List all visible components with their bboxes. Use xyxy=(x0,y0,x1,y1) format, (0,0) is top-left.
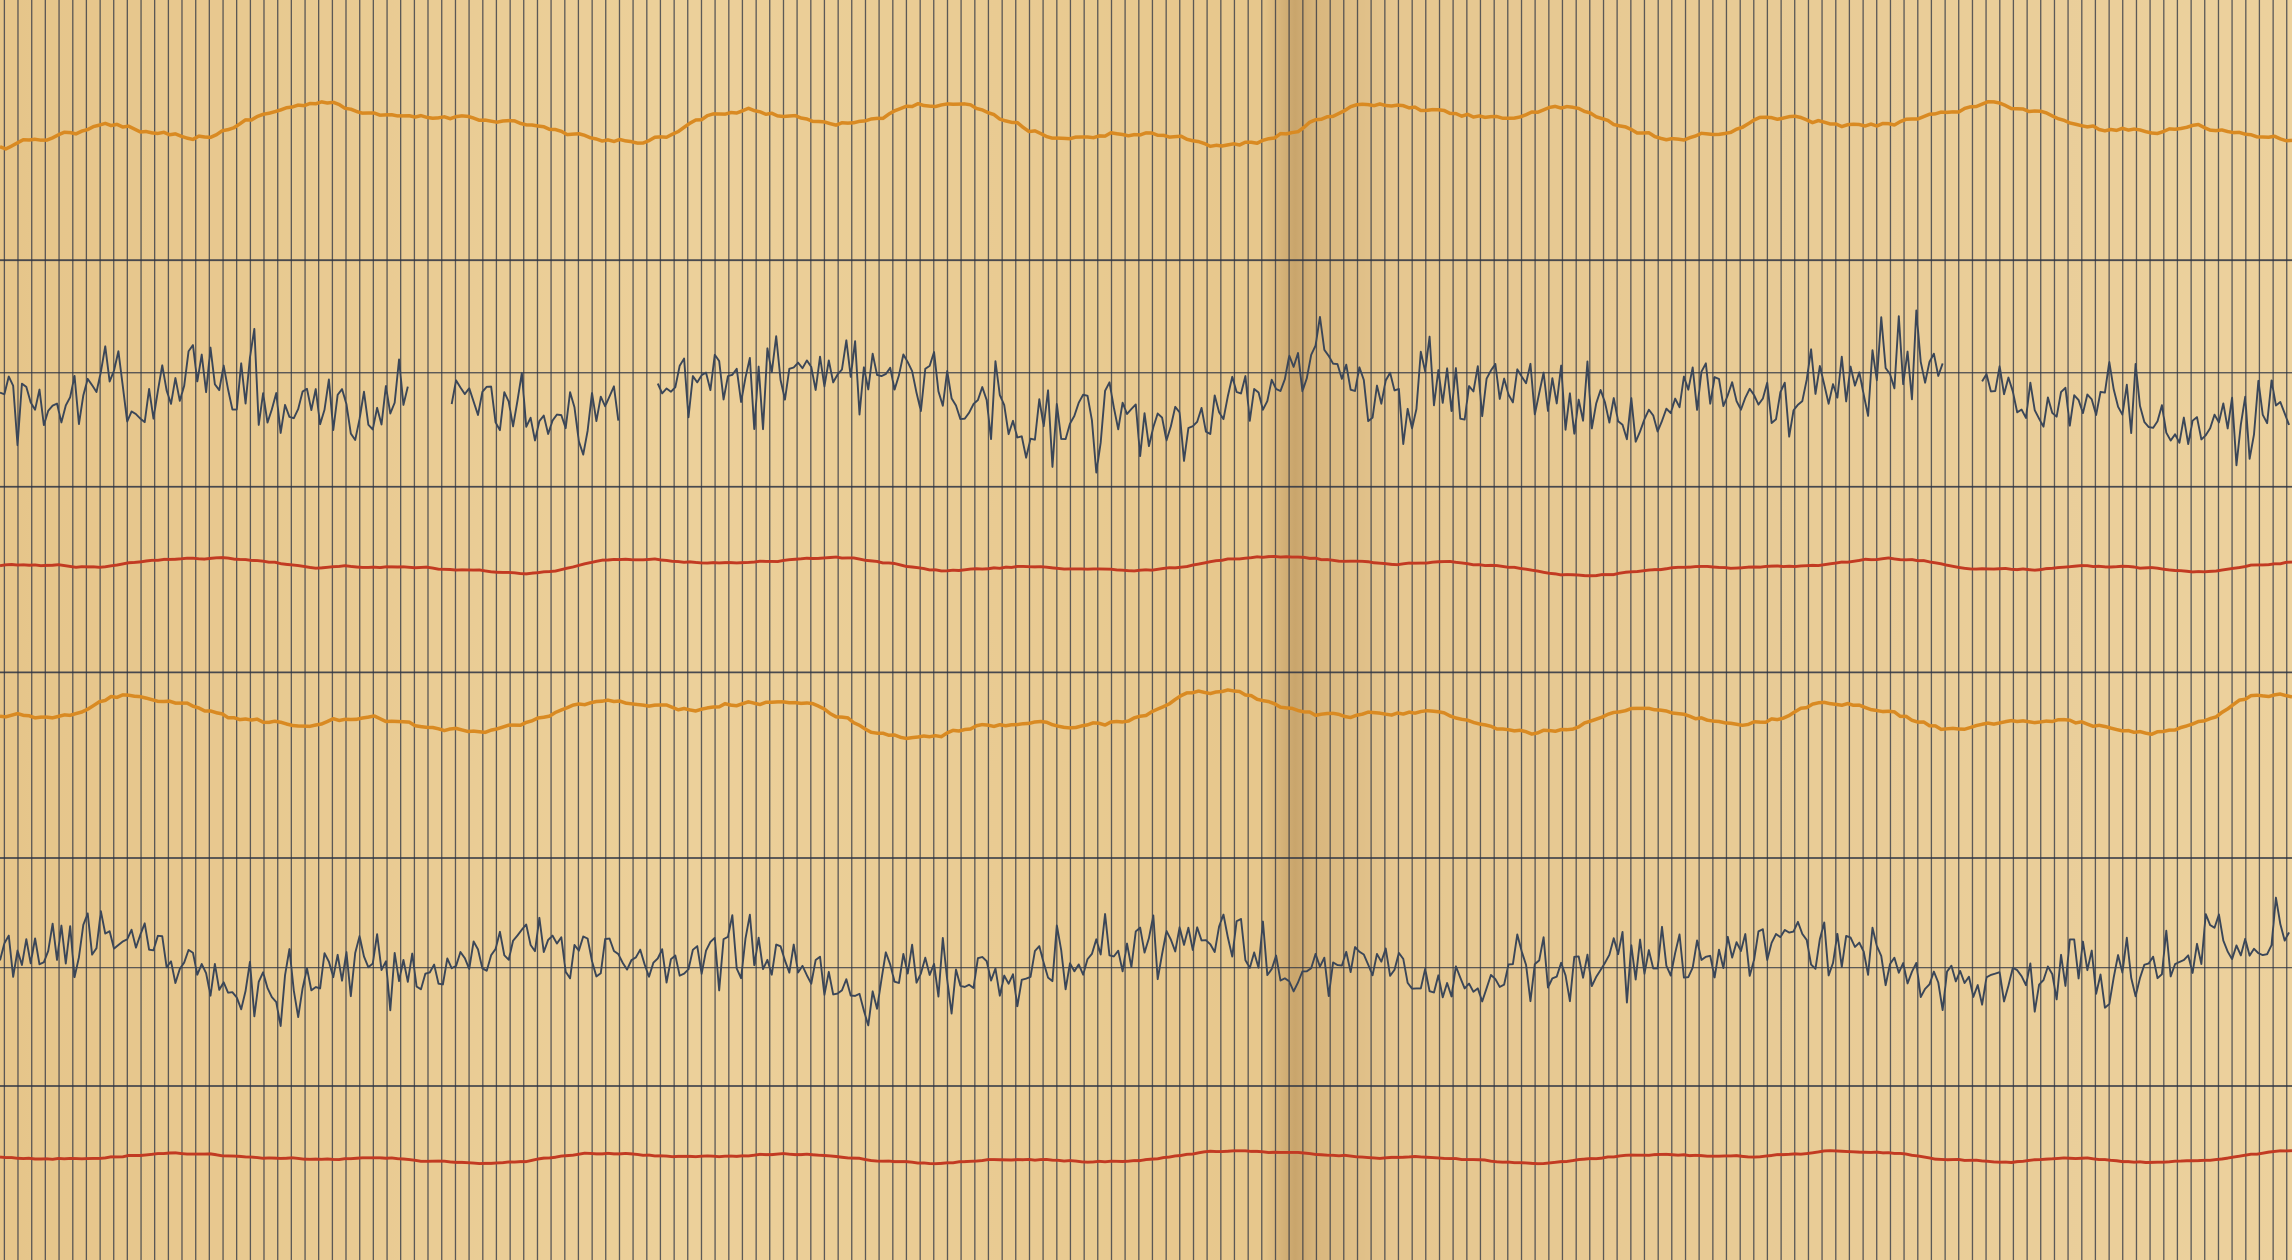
page: {} (() => { const NS = 'http://www.w3.or… xyxy=(0,0,2292,1260)
paper-background xyxy=(0,0,2292,1260)
recording-paper xyxy=(0,0,2292,1260)
